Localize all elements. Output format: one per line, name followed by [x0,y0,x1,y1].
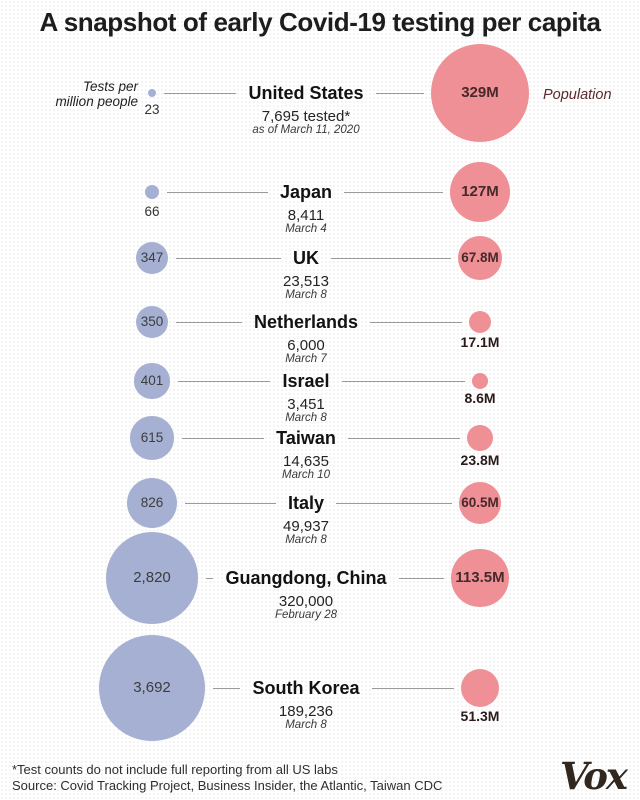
test-date: March 8 [285,534,327,546]
vox-logo: Vox [559,754,628,798]
tests-circle: 2,820 [105,531,199,625]
connector-line-left [185,502,276,504]
population-circle [468,310,492,334]
population-value-label: 67.8M [461,250,499,266]
connector-line-left [177,380,271,382]
country-name: Netherlands [253,312,359,332]
test-date: March 10 [282,469,330,481]
tests-legend-line2: million people [55,94,138,109]
connector-line-right [336,502,452,504]
country-name: Italy [287,493,325,513]
population-circle [472,373,488,389]
tested-count: 189,236 [278,703,334,720]
tested-count: 14,635 [283,453,329,470]
tests-circle [144,184,160,200]
connector-line-right [341,380,466,382]
test-date: March 8 [285,289,327,301]
population-value-label: 60.5M [461,495,499,511]
connector-line-right [331,257,451,259]
test-date: March 8 [285,412,327,424]
tests-legend-line1: Tests per [82,79,138,94]
country-name: South Korea [252,678,360,698]
country-name: UK [293,248,319,268]
tests-circle: 826 [126,477,178,529]
connector-line-right [344,191,443,193]
population-circle: 67.8M [457,235,503,281]
tested-count: 3,451 [287,396,325,413]
country-name: Guangdong, China [225,568,387,588]
population-value-label: 23.8M [460,452,500,469]
footnote: *Test counts do not include full reporti… [12,762,338,777]
country-name: Taiwan [276,428,336,448]
tests-circle [147,88,157,98]
population-legend-label: Population [543,87,612,103]
connector-line-left [176,257,281,259]
tests-legend-label: Tests per million people [30,79,138,109]
tests-circle: 615 [130,416,174,460]
population-value-label: 113.5M [455,569,505,587]
chart-title: A snapshot of early Covid-19 testing per… [39,7,601,37]
connector-line-left [176,321,242,323]
tests-circle: 401 [134,363,170,399]
tests-circle: 350 [135,305,169,339]
tests-value-label: 401 [140,373,164,389]
connector-line-right [348,437,460,439]
tests-circle: 347 [135,241,169,275]
population-value-label: 127M [461,183,499,201]
connector-line-left [167,191,268,193]
population-circle: 329M [431,44,529,142]
test-date: as of March 11, 2020 [252,124,360,136]
tests-circle: 3,692 [98,634,206,742]
tests-value-label: 615 [140,430,164,446]
tests-value-label: 3,692 [133,679,171,697]
tests-value-label: 347 [140,250,164,266]
population-circle [460,668,500,708]
tested-count: 6,000 [287,337,325,354]
source-line: Source: Covid Tracking Project, Business… [12,778,443,793]
test-date: February 28 [274,609,338,621]
tested-count: 49,937 [283,518,329,535]
connector-line-left [206,577,214,579]
population-value-label: 329M [461,84,499,102]
population-value-label: 17.1M [460,334,500,351]
tested-count: 320,000 [278,593,334,610]
connector-line-right [398,577,445,579]
country-name: Israel [282,371,330,391]
connector-line-left [164,92,237,94]
tests-value-label: 23 [144,102,160,118]
connector-line-right [375,92,425,94]
test-date: March 4 [285,223,327,235]
population-circle [466,424,494,452]
tests-value-label: 350 [140,314,164,330]
tests-value-label: 66 [144,204,160,220]
tested-count: 23,513 [283,273,329,290]
country-name: United States [248,83,364,103]
connector-line-left [181,437,264,439]
connector-line-left [213,687,241,689]
population-circle: 60.5M [458,481,501,524]
population-circle: 113.5M [451,549,509,607]
test-date: March 8 [285,719,327,731]
population-value-label: 8.6M [464,389,496,406]
tested-count: 7,695 tested* [261,108,351,125]
tested-count: 8,411 [287,207,325,224]
country-name: Japan [279,182,333,202]
connector-line-right [370,321,462,323]
test-date: March 7 [285,353,327,365]
tests-value-label: 826 [140,495,164,511]
connector-line-right [371,687,454,689]
population-circle: 127M [449,161,511,223]
population-value-label: 51.3M [460,708,500,725]
tests-value-label: 2,820 [133,569,171,587]
